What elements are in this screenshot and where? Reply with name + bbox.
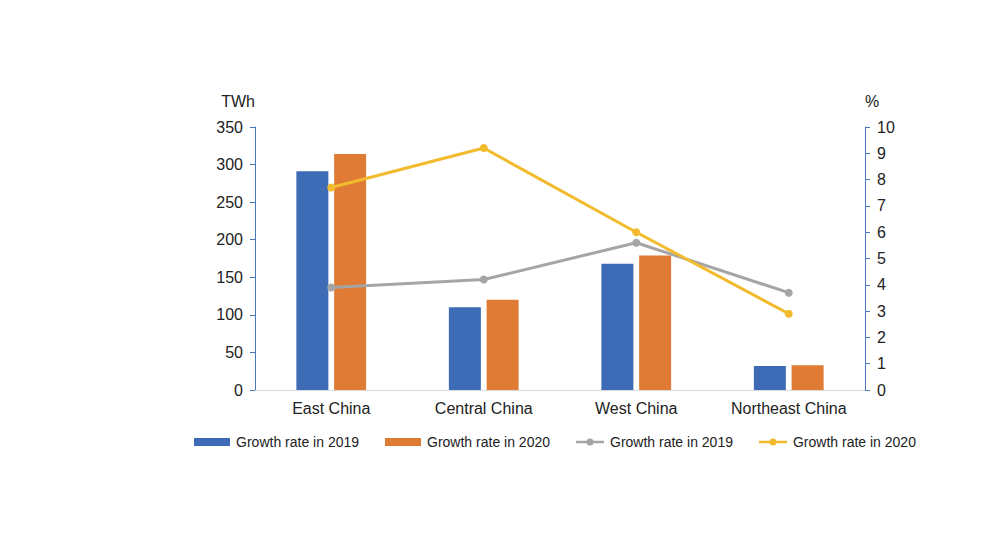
svg-text:2: 2 [877, 329, 886, 346]
svg-text:9: 9 [877, 145, 886, 162]
svg-text:7: 7 [877, 197, 886, 214]
svg-text:4: 4 [877, 276, 886, 293]
svg-text:10: 10 [877, 119, 895, 136]
svg-text:1: 1 [877, 355, 886, 372]
svg-text:6: 6 [877, 224, 886, 241]
svg-text:8: 8 [877, 171, 886, 188]
html-text:Growth rate in 2020: Growth rate in 2020 [793, 434, 916, 450]
svg-text:100: 100 [216, 306, 243, 323]
svg-text:0: 0 [877, 382, 886, 399]
svg-text:%: % [865, 93, 879, 110]
svg-text:East China: East China [292, 400, 370, 417]
svg-text:0: 0 [234, 382, 243, 399]
html-text:Growth rate in 2020: Growth rate in 2020 [427, 434, 550, 450]
svg-text:TWh: TWh [221, 93, 255, 110]
svg-text:Northeast China: Northeast China [731, 400, 847, 417]
svg-text:3: 3 [877, 303, 886, 320]
svg-text:50: 50 [225, 344, 243, 361]
svg-text:150: 150 [216, 269, 243, 286]
html-text:Growth rate in 2019: Growth rate in 2019 [236, 434, 359, 450]
svg-text:350: 350 [216, 119, 243, 136]
svg-text:200: 200 [216, 231, 243, 248]
svg-text:Central China: Central China [435, 400, 533, 417]
html-text:Growth rate in 2019: Growth rate in 2019 [610, 434, 733, 450]
svg-text:250: 250 [216, 194, 243, 211]
svg-text:5: 5 [877, 250, 886, 267]
svg-text:West China: West China [595, 400, 678, 417]
svg-text:300: 300 [216, 156, 243, 173]
